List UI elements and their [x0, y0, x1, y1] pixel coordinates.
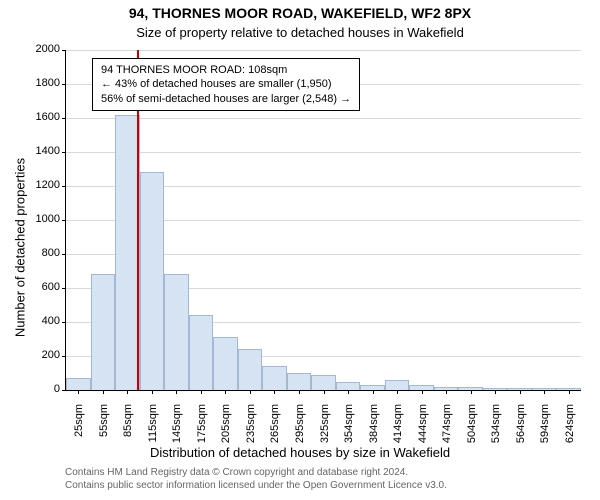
y-tick	[62, 322, 66, 323]
x-tick-label: 85sqm	[122, 404, 134, 464]
x-tick-label: 25sqm	[73, 404, 85, 464]
gridline	[66, 50, 581, 51]
y-tick	[62, 152, 66, 153]
histogram-bar	[336, 382, 361, 391]
annotation-line-1: 94 THORNES MOOR ROAD: 108sqm	[101, 63, 351, 77]
attribution-line-1: Contains HM Land Registry data © Crown c…	[65, 466, 447, 479]
y-tick	[62, 288, 66, 289]
x-tick	[495, 390, 496, 394]
histogram-bar	[66, 378, 91, 390]
y-tick	[62, 186, 66, 187]
y-tick-label: 800	[20, 247, 60, 259]
x-tick	[299, 390, 300, 394]
attribution-line-2: Contains public sector information licen…	[65, 479, 447, 492]
x-tick	[250, 390, 251, 394]
histogram-bar	[311, 375, 336, 390]
histogram-bar	[262, 366, 287, 390]
y-tick-label: 400	[20, 315, 60, 327]
annotation-line-2: ← 43% of detached houses are smaller (1,…	[101, 77, 351, 91]
x-tick-label: 624sqm	[564, 404, 576, 464]
y-tick	[62, 118, 66, 119]
x-tick	[446, 390, 447, 394]
y-tick	[62, 356, 66, 357]
annotation-line-3: 56% of semi-detached houses are larger (…	[101, 92, 351, 106]
x-tick	[176, 390, 177, 394]
histogram-bar	[115, 115, 140, 390]
x-tick-label: 115sqm	[147, 404, 159, 464]
x-tick	[520, 390, 521, 394]
x-tick-label: 354sqm	[343, 404, 355, 464]
histogram-bar	[189, 315, 214, 390]
x-tick	[544, 390, 545, 394]
histogram-bar	[140, 172, 165, 390]
x-tick	[127, 390, 128, 394]
x-tick	[422, 390, 423, 394]
chart-subtitle: Size of property relative to detached ho…	[0, 25, 600, 40]
annotation-box: 94 THORNES MOOR ROAD: 108sqm ← 43% of de…	[92, 58, 360, 111]
x-tick	[471, 390, 472, 394]
y-tick-label: 200	[20, 349, 60, 361]
histogram-bar	[238, 349, 263, 390]
y-tick-label: 2000	[20, 43, 60, 55]
x-tick-label: 265sqm	[269, 404, 281, 464]
x-tick	[201, 390, 202, 394]
histogram-bar	[91, 274, 116, 390]
y-tick-label: 1400	[20, 145, 60, 157]
x-tick-label: 504sqm	[466, 404, 478, 464]
gridline	[66, 118, 581, 119]
histogram-bar	[287, 373, 312, 390]
x-tick	[103, 390, 104, 394]
x-tick	[569, 390, 570, 394]
histogram-bar	[385, 380, 410, 390]
y-tick-label: 1000	[20, 213, 60, 225]
x-tick	[324, 390, 325, 394]
x-tick-label: 145sqm	[171, 404, 183, 464]
x-tick-label: 205sqm	[220, 404, 232, 464]
y-tick-label: 1800	[20, 77, 60, 89]
x-tick-label: 564sqm	[515, 404, 527, 464]
x-tick-label: 594sqm	[539, 404, 551, 464]
gridline	[66, 152, 581, 153]
chart-title: 94, THORNES MOOR ROAD, WAKEFIELD, WF2 8P…	[0, 5, 600, 21]
x-tick-label: 444sqm	[417, 404, 429, 464]
x-tick-label: 235sqm	[245, 404, 257, 464]
x-tick-label: 325sqm	[319, 404, 331, 464]
x-tick	[225, 390, 226, 394]
x-tick	[373, 390, 374, 394]
x-tick-label: 534sqm	[490, 404, 502, 464]
y-tick	[62, 50, 66, 51]
x-tick-label: 295sqm	[294, 404, 306, 464]
x-tick-label: 55sqm	[98, 404, 110, 464]
y-tick	[62, 390, 66, 391]
x-tick-label: 474sqm	[441, 404, 453, 464]
y-tick	[62, 84, 66, 85]
x-tick	[274, 390, 275, 394]
x-tick	[348, 390, 349, 394]
y-tick-label: 1600	[20, 111, 60, 123]
y-tick	[62, 220, 66, 221]
plot-area: 94 THORNES MOOR ROAD: 108sqm ← 43% of de…	[65, 50, 581, 391]
histogram-bar	[164, 274, 189, 390]
attribution-text: Contains HM Land Registry data © Crown c…	[65, 466, 447, 492]
y-tick-label: 600	[20, 281, 60, 293]
y-tick	[62, 254, 66, 255]
y-tick-label: 1200	[20, 179, 60, 191]
chart-container: 94, THORNES MOOR ROAD, WAKEFIELD, WF2 8P…	[0, 0, 600, 500]
x-tick-label: 414sqm	[392, 404, 404, 464]
y-tick-label: 0	[20, 383, 60, 395]
histogram-bar	[213, 337, 238, 390]
x-tick-label: 175sqm	[196, 404, 208, 464]
x-tick	[78, 390, 79, 394]
x-tick-label: 384sqm	[368, 404, 380, 464]
x-tick	[152, 390, 153, 394]
x-tick	[397, 390, 398, 394]
